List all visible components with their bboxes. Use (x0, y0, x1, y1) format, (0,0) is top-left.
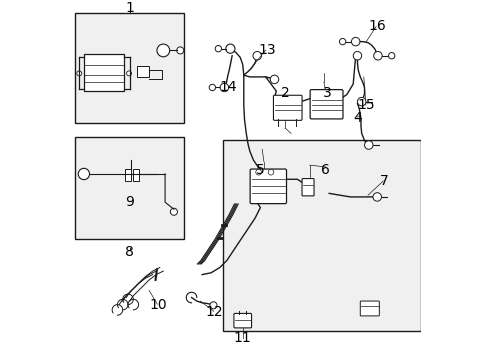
Text: 10: 10 (149, 298, 166, 312)
Circle shape (157, 44, 169, 57)
Text: 1: 1 (125, 1, 134, 15)
Circle shape (220, 83, 228, 92)
Bar (84, 54, 124, 91)
Text: 8: 8 (125, 245, 134, 258)
Circle shape (209, 302, 217, 309)
Text: 12: 12 (205, 305, 223, 319)
Circle shape (77, 71, 81, 76)
Circle shape (126, 71, 131, 76)
Circle shape (373, 51, 382, 60)
Bar (223, 140, 420, 331)
Circle shape (357, 98, 365, 106)
Text: 14: 14 (219, 81, 237, 94)
Text: 3: 3 (323, 86, 331, 100)
Circle shape (372, 193, 381, 201)
FancyBboxPatch shape (273, 95, 302, 120)
Circle shape (339, 39, 345, 45)
Circle shape (352, 51, 361, 60)
Bar (137, 66, 149, 77)
FancyBboxPatch shape (360, 301, 379, 316)
Text: 4: 4 (352, 111, 361, 125)
FancyBboxPatch shape (302, 179, 313, 196)
Text: 9: 9 (125, 195, 134, 209)
FancyBboxPatch shape (250, 169, 286, 204)
Bar (133, 169, 139, 181)
Text: 13: 13 (258, 44, 276, 58)
Circle shape (209, 84, 215, 91)
Circle shape (270, 75, 278, 84)
Text: 7: 7 (379, 174, 387, 188)
Circle shape (255, 170, 261, 175)
Circle shape (267, 170, 273, 175)
Bar (125, 169, 131, 181)
Text: 16: 16 (367, 19, 385, 33)
Text: 5: 5 (256, 163, 264, 177)
Text: 11: 11 (233, 331, 251, 345)
Circle shape (252, 51, 261, 60)
Bar (75, 13, 184, 123)
Circle shape (388, 53, 394, 59)
Circle shape (225, 44, 235, 53)
Text: 6: 6 (321, 163, 329, 177)
Circle shape (364, 141, 372, 149)
Bar (75, 137, 184, 239)
Text: 2: 2 (280, 86, 289, 100)
Circle shape (176, 47, 183, 54)
Circle shape (215, 45, 221, 52)
Circle shape (78, 168, 89, 180)
FancyBboxPatch shape (309, 90, 342, 119)
Text: 15: 15 (357, 98, 374, 112)
Circle shape (351, 37, 359, 46)
Circle shape (170, 208, 177, 215)
FancyBboxPatch shape (233, 314, 251, 328)
